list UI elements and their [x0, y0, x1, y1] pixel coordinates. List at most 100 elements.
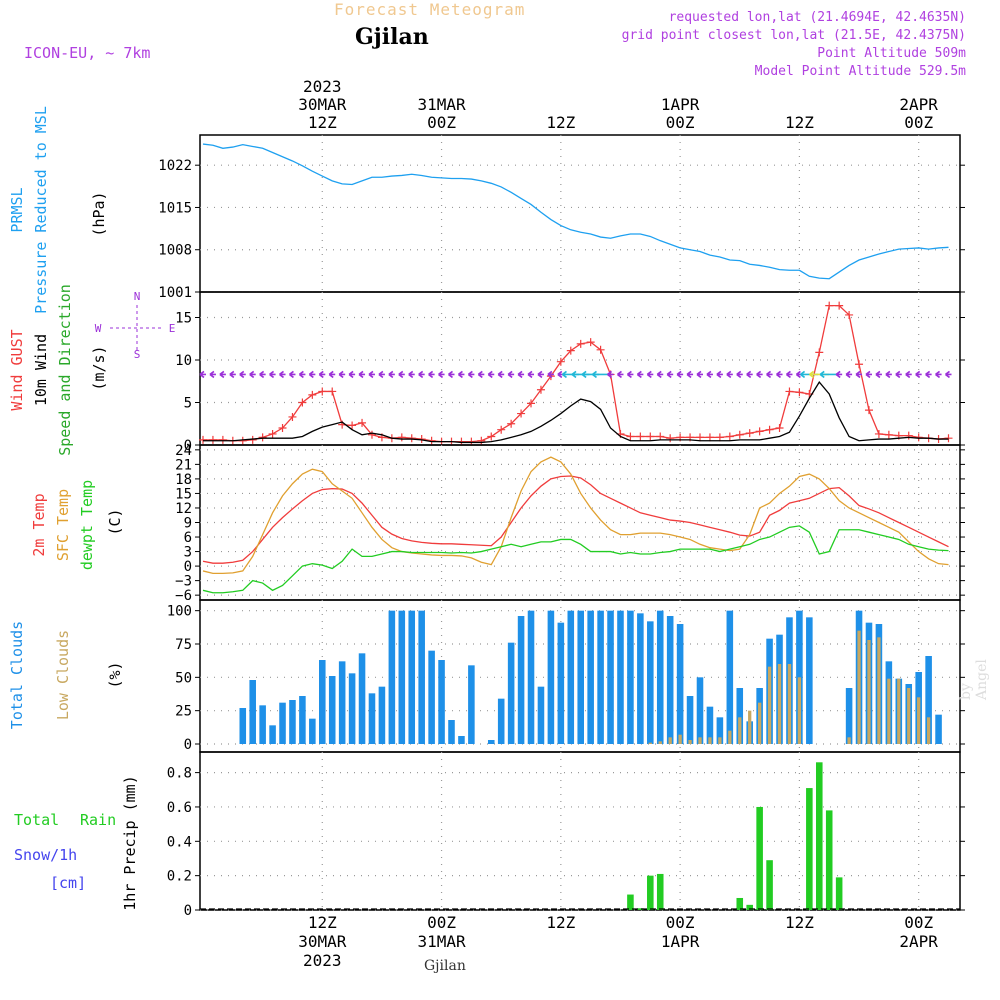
- total-cloud-bar: [458, 736, 465, 744]
- top-axis-hour: 00Z: [427, 113, 456, 132]
- wind-direction-arrow: [656, 370, 664, 379]
- low-cloud-bar: [738, 717, 742, 744]
- total-cloud-bar: [507, 642, 515, 744]
- low-cloud-bar: [728, 730, 732, 744]
- wind-direction-arrow: [636, 370, 644, 379]
- total-cloud-bar: [388, 610, 396, 744]
- gust-marker: [258, 433, 267, 442]
- rain-bar: [647, 875, 654, 910]
- total-cloud-bar: [309, 718, 316, 744]
- wind-direction-arrow: [756, 370, 763, 379]
- bottom-axis-year: 2023: [303, 951, 342, 970]
- rain-bar: [656, 873, 664, 910]
- y-tick-label: 100: [167, 604, 192, 620]
- wind-direction-arrow: [418, 370, 425, 379]
- gust-marker: [556, 357, 565, 366]
- wind-direction-arrow: [706, 370, 713, 379]
- wind-direction-arrow: [199, 370, 206, 379]
- y-tick-label: 21: [175, 457, 192, 473]
- gust-marker: [367, 430, 376, 439]
- gust-marker: [566, 346, 575, 355]
- wind-direction-arrow: [592, 370, 609, 379]
- gust-marker: [795, 388, 804, 397]
- total-cloud-bar: [527, 610, 535, 744]
- bottom-axis-hour: 12Z: [785, 913, 814, 932]
- total-cloud-bar: [706, 706, 714, 744]
- bottom-axis-date: 2APR: [899, 932, 938, 951]
- low-cloud-bar: [797, 677, 802, 744]
- t2m-label: 2m Temp: [30, 493, 48, 556]
- wind-direction-arrow: [746, 370, 753, 379]
- wind-direction-arrow: [209, 370, 216, 379]
- pressure-label-prmsl: PRMSL: [8, 187, 26, 232]
- total-cloud-bar: [368, 693, 376, 744]
- footer-station: Gjilan: [424, 958, 466, 974]
- series-line-dewpt-temp: [202, 525, 949, 594]
- gust-marker: [944, 434, 953, 443]
- wind-direction-arrow: [457, 370, 465, 379]
- gust-marker: [765, 425, 774, 434]
- total-cloud-bar: [468, 665, 475, 744]
- low-cloud-bar: [718, 737, 722, 744]
- wind-direction-arrow: [766, 370, 773, 379]
- top-axis-date: 1APR: [661, 95, 700, 114]
- y-tick-label: 0: [184, 438, 192, 454]
- y-tick-label: 12: [175, 501, 192, 517]
- y-tick-label: 18: [175, 472, 192, 488]
- low-cloud-bar: [698, 737, 702, 744]
- y-tick-label: 25: [175, 704, 192, 720]
- wind-direction-label: Speed and Direction: [56, 284, 74, 456]
- total-cloud-bar: [408, 610, 416, 744]
- y-tick-label: 15: [175, 486, 192, 502]
- wind-direction-arrow: [895, 370, 902, 379]
- low-cloud-bar: [787, 664, 792, 744]
- wind-direction-arrow: [279, 370, 286, 379]
- wind-direction-arrow: [736, 370, 743, 379]
- y-tick-label: 24: [175, 443, 192, 459]
- wind-direction-arrow: [368, 370, 375, 379]
- low-cloud-bar: [708, 737, 712, 744]
- compass-cross: [110, 305, 162, 351]
- wind-direction-arrow: [288, 370, 296, 379]
- wind-direction-arrow: [219, 370, 226, 379]
- y-tick-label: 9: [184, 516, 192, 532]
- wind-direction-arrow: [298, 370, 306, 379]
- wind-direction-arrow: [477, 370, 485, 379]
- top-axis-hour: 12Z: [308, 113, 337, 132]
- y-tick-label: 0: [184, 903, 192, 919]
- watermark: by Angel: [958, 659, 990, 700]
- low-cloud-bar: [678, 734, 682, 744]
- wind-direction-arrow: [378, 370, 385, 379]
- y-tick-label: 1008: [158, 243, 192, 259]
- bottom-axis-hour: 12Z: [546, 913, 575, 932]
- gust-marker: [407, 434, 416, 443]
- low-cloud-bar: [867, 640, 871, 744]
- clouds-units: (%): [106, 661, 124, 688]
- total-cloud-bar: [577, 610, 585, 744]
- gust-marker: [815, 348, 824, 357]
- wind-direction-arrow: [617, 370, 624, 379]
- y-tick-label: 50: [175, 670, 192, 686]
- top-axis-hour: 00Z: [666, 113, 695, 132]
- compass-e: E: [169, 322, 176, 335]
- wind-direction-arrow: [328, 370, 336, 379]
- gust-marker: [864, 406, 873, 415]
- wind-direction-arrow: [819, 370, 839, 379]
- total-cloud-bar: [726, 610, 734, 744]
- low-cloud-bar: [907, 688, 911, 744]
- low-cloud-bar: [748, 710, 752, 744]
- total-cloud-bar: [269, 725, 276, 744]
- total-cloud-bar: [736, 688, 744, 744]
- rain-bar: [637, 908, 644, 910]
- panel-frame: [199, 444, 961, 601]
- total-cloud-bar: [358, 653, 366, 744]
- total-cloud-bar: [686, 696, 694, 744]
- total-cloud-bar: [547, 610, 555, 744]
- wind-direction-arrow: [438, 370, 445, 379]
- gust-marker: [586, 338, 595, 347]
- bottom-axis-date: 1APR: [661, 932, 700, 951]
- low-cloud-bar: [877, 637, 881, 744]
- total-cloud-bar: [517, 616, 525, 744]
- gust-marker: [298, 398, 307, 407]
